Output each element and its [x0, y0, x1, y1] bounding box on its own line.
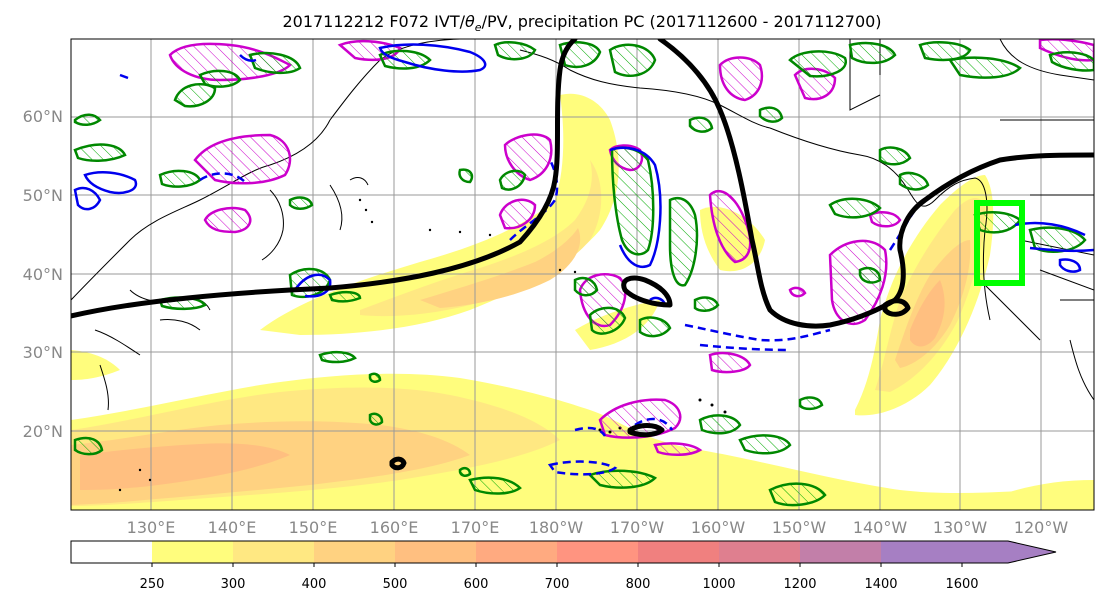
lat-label: 50°N — [23, 186, 63, 205]
lon-label: 130°W — [933, 518, 988, 537]
colorbar-segment — [800, 541, 881, 563]
colorbar-segment — [638, 541, 719, 563]
colorbar-tick-label: 400 — [302, 577, 327, 592]
colorbar-tick-label: 250 — [140, 577, 165, 592]
pv-line — [71, 39, 1094, 471]
colorbar-outline — [70, 540, 1057, 564]
colorbar-segment — [962, 541, 1056, 563]
lat-label: 20°N — [23, 422, 63, 441]
colorbar-tick-label: 1000 — [702, 577, 735, 592]
lat-label: 40°N — [23, 265, 63, 284]
longitude-labels: 130°E 140°E 150°E 160°E 170°E 180°W 170°… — [127, 518, 1069, 537]
colorbar-segment — [719, 541, 800, 563]
lon-label: 140°E — [208, 518, 257, 537]
ivt-shading — [71, 93, 1094, 510]
map-area[interactable] — [71, 39, 1094, 510]
lon-label: 170°E — [451, 518, 500, 537]
lon-label: 120°W — [1014, 518, 1069, 537]
lon-label: 160°W — [691, 518, 746, 537]
colorbar-tick-label: 700 — [545, 577, 570, 592]
lon-label: 140°W — [853, 518, 908, 537]
latitude-labels: 60°N 50°N 40°N 30°N 20°N — [23, 107, 63, 441]
lon-label: 180°W — [529, 518, 584, 537]
map-title: 2017112212 F072 IVT/θe/PV, precipitation… — [282, 12, 881, 34]
lon-label: 130°E — [127, 518, 176, 537]
lon-label: 170°W — [610, 518, 665, 537]
colorbar-tick-label: 500 — [383, 577, 408, 592]
lat-label: 60°N — [23, 107, 63, 126]
colorbar-segment — [881, 541, 962, 563]
colorbar-tick-label: 300 — [221, 577, 246, 592]
theta-e-contours — [73, 43, 1094, 476]
colorbar-tick-label: 800 — [626, 577, 651, 592]
lon-label: 160°E — [370, 518, 419, 537]
lon-label: 150°E — [289, 518, 338, 537]
colorbar-segment — [476, 541, 557, 563]
colorbar-tick-label: 600 — [464, 577, 489, 592]
lon-label: 150°W — [772, 518, 827, 537]
colorbar-segment — [395, 541, 476, 563]
region-box — [974, 200, 1025, 286]
map-frame — [70, 38, 1095, 511]
colorbar-tick-label: 1400 — [864, 577, 897, 592]
colorbar-segment — [314, 541, 395, 563]
colorbar: 250 300 400 500 600 700 800 1000 1200 1400 1600 — [70, 540, 1057, 592]
colorbar-segment — [557, 541, 638, 563]
colorbar-segment — [152, 541, 233, 563]
colorbar-tick-label: 1600 — [945, 577, 978, 592]
colorbar-segment — [233, 541, 314, 563]
colorbar-segment — [71, 541, 152, 563]
lat-label: 30°N — [23, 343, 63, 362]
graticule — [71, 39, 1094, 510]
colorbar-tick-label: 1200 — [783, 577, 816, 592]
